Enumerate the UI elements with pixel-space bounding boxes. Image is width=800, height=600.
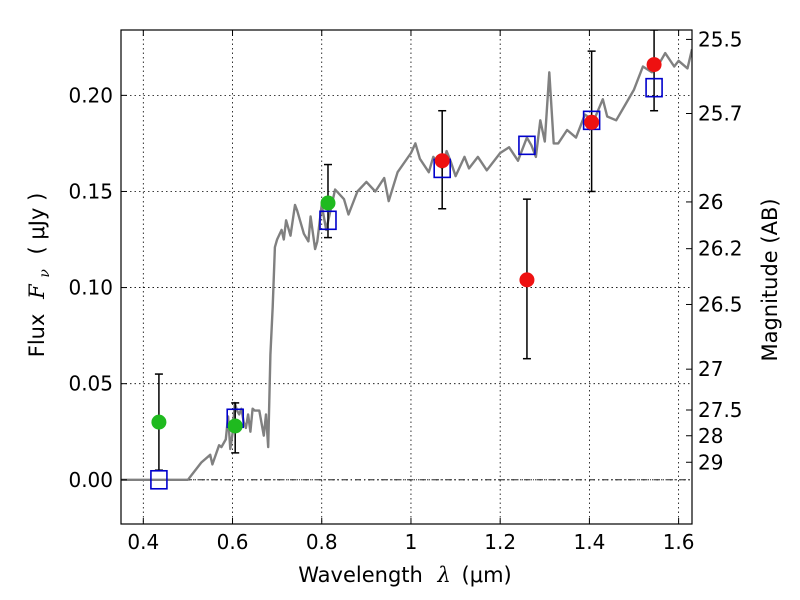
y-axis-title-unit: ( μJy ) xyxy=(25,193,49,255)
model-square-marker xyxy=(518,135,536,156)
y-tick-label: 0.00 xyxy=(68,468,113,492)
series-layer xyxy=(121,30,692,490)
observed-point-marker xyxy=(151,414,167,430)
x-axis-title: Wavelength λ (μm) xyxy=(298,563,511,587)
x-axis-title-prefix: Wavelength xyxy=(298,563,423,587)
x-tick-label: 0.4 xyxy=(127,530,159,554)
model-square-marker xyxy=(319,210,337,231)
spectrum-line xyxy=(121,48,692,481)
right-tick-label: 25.5 xyxy=(698,27,743,51)
x-tick-label: 0.8 xyxy=(306,530,338,554)
observed-point-marker xyxy=(227,418,243,434)
plot-frame xyxy=(120,29,693,525)
grid xyxy=(121,30,692,524)
right-tick-label: 27.5 xyxy=(698,398,743,422)
x-axis-title-unit: (μm) xyxy=(462,563,512,587)
observed-point-marker xyxy=(584,114,600,130)
right-tick-label: 29 xyxy=(698,450,723,474)
y-axis-ticks: 0.00 0.05 0.10 0.15 0.20 xyxy=(68,83,127,492)
y-tick-label: 0.15 xyxy=(68,179,113,203)
model-square-marker xyxy=(645,77,663,98)
x-tick-label: 1 xyxy=(405,530,418,554)
x-axis-title-symbol: λ xyxy=(437,563,451,587)
x-tick-label: 1.4 xyxy=(573,530,605,554)
right-tick-label: 26.2 xyxy=(698,237,743,261)
x-tick-label: 1.2 xyxy=(484,530,516,554)
model-square-marker xyxy=(150,469,168,490)
observed-point-marker xyxy=(434,153,450,169)
y-axis-title-symbol: F xyxy=(25,283,49,300)
y-axis-title: Flux F ν ( μJy ) xyxy=(25,193,54,358)
x-tick-label: 1.6 xyxy=(663,530,695,554)
y-tick-label: 0.05 xyxy=(68,372,113,396)
right-tick-label: 26.5 xyxy=(698,292,743,316)
y-axis-title-prefix: Flux xyxy=(25,314,49,358)
x-tick-label: 0.6 xyxy=(217,530,249,554)
right-tick-label: 27 xyxy=(698,357,723,381)
x-axis-ticks: 0.4 0.6 0.8 1 1.2 1.4 1.6 xyxy=(127,30,695,554)
right-tick-label: 26 xyxy=(698,190,723,214)
y-tick-label: 0.10 xyxy=(68,276,113,300)
right-tick-label: 28 xyxy=(698,424,723,448)
right-tick-label: 25.7 xyxy=(698,102,743,126)
observed-point-marker xyxy=(646,57,662,73)
observed-point-marker xyxy=(320,195,336,211)
y-tick-label: 0.20 xyxy=(68,83,113,107)
observed-point-marker xyxy=(519,272,535,288)
right-axis-title: Magnitude (AB) xyxy=(758,198,782,361)
y-axis-title-subscript: ν xyxy=(37,269,53,278)
